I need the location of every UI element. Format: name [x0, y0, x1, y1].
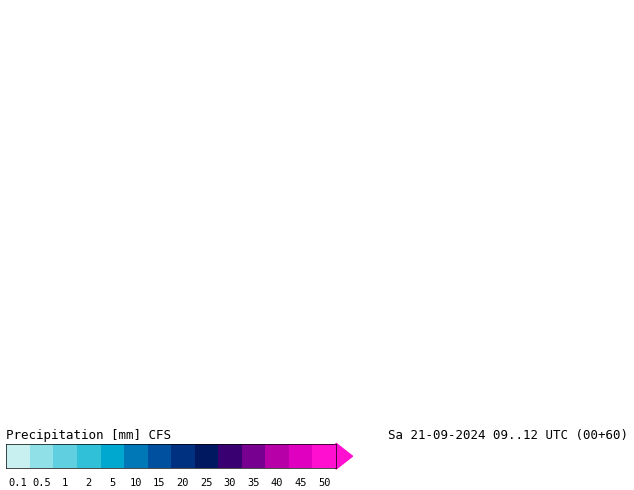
Text: 50: 50 [318, 478, 330, 488]
Text: 0.1: 0.1 [9, 478, 27, 488]
Text: 1: 1 [62, 478, 68, 488]
Bar [289, 444, 313, 468]
Bar [242, 444, 266, 468]
Bar [53, 444, 77, 468]
Text: 45: 45 [294, 478, 307, 488]
FancyArrow shape [336, 443, 353, 469]
Text: 40: 40 [271, 478, 283, 488]
Text: 15: 15 [153, 478, 165, 488]
Text: Sa 21-09-2024 09..12 UTC (00+60): Sa 21-09-2024 09..12 UTC (00+60) [387, 429, 628, 442]
Bar [195, 444, 218, 468]
Text: 2: 2 [86, 478, 92, 488]
Bar [148, 444, 171, 468]
Bar [313, 444, 336, 468]
Text: 0.5: 0.5 [32, 478, 51, 488]
Text: Precipitation [mm] CFS: Precipitation [mm] CFS [6, 429, 171, 442]
Bar [6, 444, 30, 468]
Text: 10: 10 [129, 478, 142, 488]
Bar [218, 444, 242, 468]
Text: 5: 5 [109, 478, 115, 488]
Text: 35: 35 [247, 478, 260, 488]
Bar [101, 444, 124, 468]
Bar [77, 444, 101, 468]
Text: 30: 30 [224, 478, 236, 488]
Text: 20: 20 [177, 478, 189, 488]
Bar [124, 444, 148, 468]
Text: 25: 25 [200, 478, 213, 488]
Bar [171, 444, 195, 468]
Bar [266, 444, 289, 468]
Bar [30, 444, 53, 468]
